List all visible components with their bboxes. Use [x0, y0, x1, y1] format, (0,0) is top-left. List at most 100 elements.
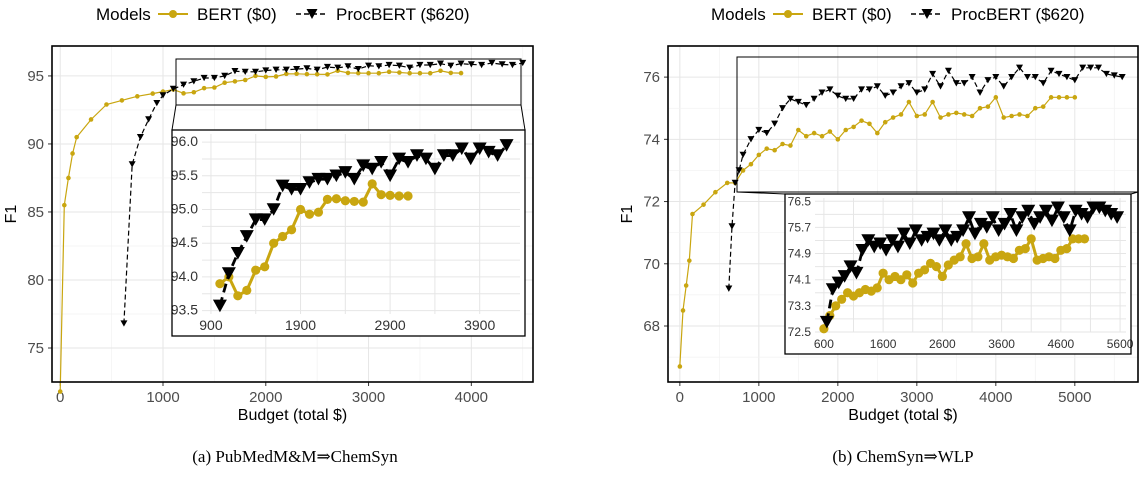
inset-x-tick-label: 1900 — [285, 317, 316, 333]
procbert-point — [897, 83, 905, 90]
inset-procbert-point — [311, 172, 326, 186]
inset-procbert-point — [973, 217, 988, 231]
inset-background — [172, 130, 525, 336]
zoom-connector-left — [736, 191, 786, 195]
bert-point — [70, 151, 75, 156]
inset-bert-point — [919, 265, 930, 275]
procbert-point — [508, 61, 516, 69]
legend-title: Models — [711, 5, 766, 24]
bert-point — [345, 70, 351, 76]
bert-point — [867, 121, 872, 127]
inset-series-bert — [215, 179, 413, 301]
bert-point — [448, 70, 454, 76]
procbert-point — [200, 74, 208, 82]
inset-procbert-point — [1098, 204, 1113, 218]
inset-bert-point — [313, 207, 324, 217]
inset-procbert-point — [1039, 204, 1054, 218]
inset-procbert-point — [436, 149, 451, 162]
panel-caption: (b) ChemSyn⇒WLP — [832, 447, 973, 466]
procbert-point — [725, 285, 733, 292]
x-tick-label: 5000 — [1058, 389, 1091, 406]
inset-procbert-point — [1015, 211, 1030, 224]
x-tick-label: 4000 — [455, 389, 488, 406]
y-tick-label: 95 — [27, 68, 44, 85]
bert-point — [788, 143, 793, 148]
procbert-point — [763, 129, 771, 137]
inset-y-tick-label: 74.1 — [788, 273, 812, 287]
bert-point — [1001, 115, 1007, 120]
y-axis-title: F1 — [619, 205, 636, 224]
x-tick-label: 0 — [56, 389, 64, 406]
inset-bert-point — [872, 283, 882, 293]
bert-point — [376, 70, 382, 76]
inset-procbert-point — [985, 211, 1000, 224]
inset-x-tick-label: 2600 — [929, 337, 956, 351]
inset-procbert-point — [861, 234, 876, 247]
bert-point — [242, 77, 248, 83]
inset-procbert-point — [991, 224, 1006, 237]
bert-point — [386, 69, 392, 75]
procbert-point — [1039, 80, 1047, 87]
inset-procbert-point — [221, 267, 236, 280]
inset-bert-point — [376, 190, 386, 200]
bert-point — [88, 117, 94, 122]
y-tick-label: 70 — [643, 256, 660, 273]
series-procbert — [120, 59, 527, 327]
x-tick-label: 2000 — [821, 389, 854, 406]
inset-procbert-point — [1009, 224, 1024, 237]
procbert-point — [241, 68, 249, 75]
inset-procbert-point — [819, 315, 834, 329]
zoom-connector-right — [1130, 191, 1139, 195]
inset-series-procbert — [212, 139, 514, 313]
plot-frame — [667, 45, 1139, 383]
procbert-point — [210, 74, 218, 82]
bert-point — [969, 113, 975, 119]
inset-frame — [171, 129, 526, 337]
inset-bert-point — [215, 279, 225, 289]
inset-procbert-point — [248, 213, 263, 226]
inset-procbert-point — [454, 142, 469, 156]
inset-bert-point — [260, 262, 270, 272]
inset-procbert-point — [302, 176, 317, 189]
bert-point — [181, 91, 186, 96]
inset-procbert-point — [230, 247, 245, 260]
bert-point — [273, 74, 279, 79]
inset-y-tick-label: 76.5 — [788, 194, 812, 208]
inset-procbert-point — [383, 169, 398, 183]
procbert-point — [858, 86, 866, 93]
inset-procbert-point — [401, 156, 416, 169]
inset-procbert-point — [843, 260, 858, 273]
inset-bert-point — [278, 231, 288, 242]
inset-procbert-point — [329, 169, 344, 183]
procbert-point — [1102, 70, 1110, 78]
inset-bert-point — [242, 285, 252, 296]
inset-procbert-point — [849, 266, 864, 280]
inset-bert-point — [403, 191, 413, 201]
procbert-point — [747, 136, 755, 143]
bert-point — [680, 308, 686, 313]
inset-procbert-point — [1003, 208, 1018, 221]
procbert-point — [128, 161, 136, 168]
inset-bert-point — [394, 191, 404, 201]
bert-point — [946, 112, 951, 117]
inset-procbert-point — [275, 179, 290, 193]
bert-point — [819, 133, 825, 139]
inset-procbert-point — [1062, 224, 1077, 237]
procbert-point — [231, 68, 239, 75]
procbert-point — [818, 89, 826, 96]
procbert-point — [905, 80, 913, 87]
bert-point — [811, 130, 817, 136]
inset-procbert-point — [365, 162, 380, 176]
bert-point — [407, 70, 412, 76]
bert-point — [898, 112, 904, 117]
inset-procbert-point — [490, 149, 505, 162]
bert-point — [1072, 95, 1078, 100]
bert-point — [803, 133, 809, 139]
procbert-point — [252, 68, 259, 75]
procbert-point — [929, 70, 937, 78]
legend-bert-label: BERT ($0) — [197, 5, 277, 24]
bert-point — [930, 99, 935, 105]
inset-y-tick-label: 96.0 — [171, 133, 198, 149]
plot-frame — [51, 45, 534, 383]
bert-point — [835, 137, 841, 142]
